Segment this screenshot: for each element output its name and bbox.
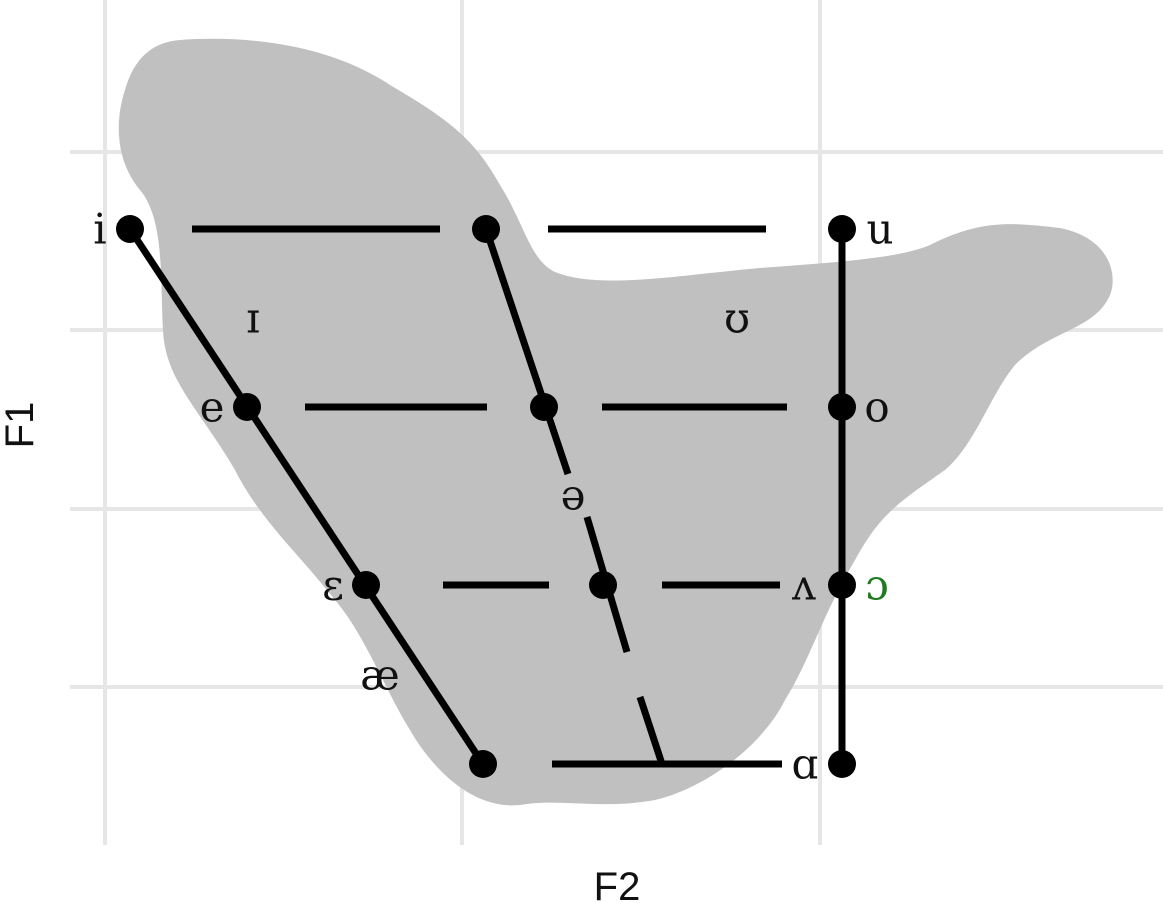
vowel-label-schwa: ə <box>561 471 586 520</box>
vowel-label-e: e <box>200 383 225 432</box>
vowel-dot <box>828 215 856 243</box>
vowel-dot <box>472 215 500 243</box>
x-axis-title: F2 <box>594 865 641 903</box>
vowel-dot <box>233 393 261 421</box>
chart-dots <box>116 215 856 778</box>
vowel-dot <box>530 393 558 421</box>
vowel-label-open-mid-back-rounded: ɔ <box>865 561 889 610</box>
vowel-label-near-close-back: ʊ <box>724 294 750 343</box>
vowel-label-o: o <box>864 383 889 432</box>
vowel-label-u: u <box>866 205 893 254</box>
vowel-dot <box>828 571 856 599</box>
vowel-dot <box>589 571 617 599</box>
vowel-labels: i u ɪ ʊ e o ə ɛ ʌ ɔ æ ɑ <box>93 205 893 789</box>
vowel-label-open-mid-back-unrounded: ʌ <box>791 561 816 610</box>
vowel-label-i: i <box>93 205 106 254</box>
vowel-label-ash: æ <box>360 651 399 700</box>
vowel-label-open-mid-front: ɛ <box>322 561 344 610</box>
vowel-dot <box>828 750 856 778</box>
central-line-dashed <box>636 695 666 766</box>
vowel-dot <box>116 215 144 243</box>
vowel-dot <box>828 393 856 421</box>
vowel-label-open-back: ɑ <box>792 740 819 789</box>
vowel-dot <box>469 750 497 778</box>
front-edge-line <box>127 227 486 766</box>
central-line-solid <box>482 227 572 476</box>
vowel-label-near-close-front: ɪ <box>246 294 259 343</box>
vowel-dot <box>352 571 380 599</box>
y-axis-title: F1 <box>0 402 42 449</box>
